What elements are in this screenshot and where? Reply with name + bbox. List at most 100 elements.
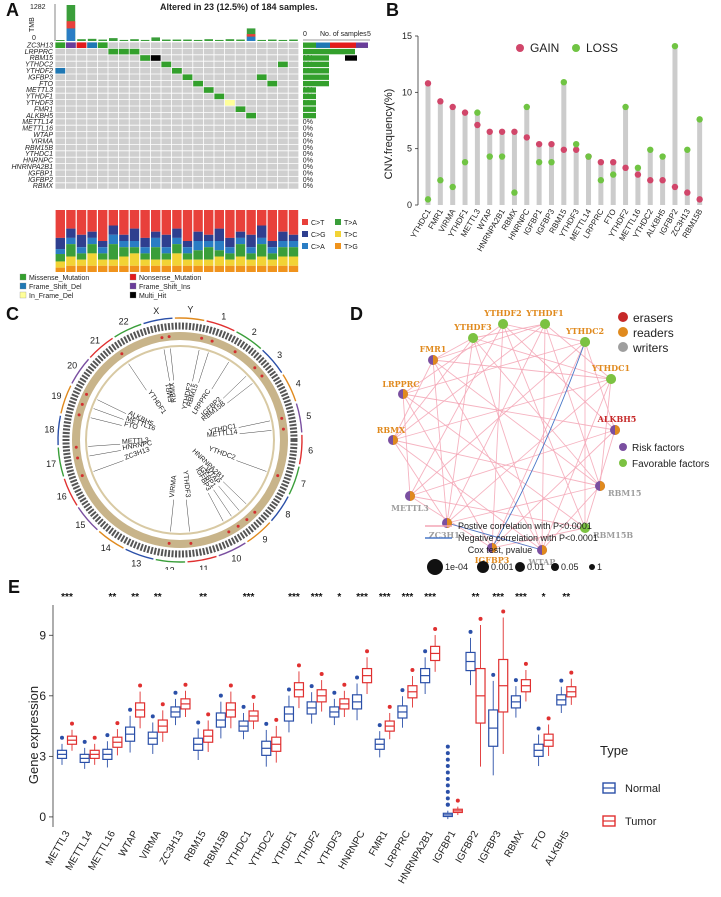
snv-legend-label: C>A bbox=[311, 244, 325, 251]
positive-correlation-edge bbox=[392, 439, 448, 524]
positive-correlation-edge bbox=[599, 378, 612, 487]
snv-segment bbox=[98, 241, 108, 248]
gene-position-dot bbox=[245, 518, 249, 522]
snv-segment bbox=[193, 250, 203, 260]
tmb-bar bbox=[172, 39, 182, 41]
box-outlier bbox=[536, 726, 541, 731]
positive-correlation-edge bbox=[584, 429, 616, 529]
cnv-lollipops bbox=[424, 42, 703, 205]
snv-segment bbox=[225, 210, 235, 238]
gene-label: RBMX bbox=[169, 382, 178, 403]
cnv-gain-point bbox=[486, 128, 493, 135]
cnv-gain-point bbox=[634, 171, 642, 178]
snv-segment bbox=[225, 253, 235, 260]
positive-correlation-edge bbox=[472, 337, 612, 380]
tmb-bar bbox=[225, 39, 235, 41]
snv-segment bbox=[182, 241, 193, 248]
box-outlier bbox=[355, 675, 360, 680]
panel-a-letter: A bbox=[6, 0, 19, 20]
network-node-label: YTHDC1 bbox=[591, 363, 630, 373]
positive-correlation-edge bbox=[491, 323, 504, 549]
cox-legend-label: 0.01 bbox=[527, 562, 545, 572]
network-node-label: YTHDC2 bbox=[565, 326, 604, 336]
gene-position-dot bbox=[233, 350, 237, 354]
cnv-loss-point bbox=[486, 153, 493, 160]
positive-correlation-edge bbox=[409, 341, 586, 497]
snv-segment bbox=[267, 247, 277, 254]
snv-segment bbox=[214, 256, 224, 266]
mutation-legend-key bbox=[19, 291, 27, 299]
snv-legend-key bbox=[335, 219, 341, 225]
network-node-half bbox=[585, 523, 590, 533]
expression-y-tick-label: 3 bbox=[39, 749, 46, 763]
sample-count-bar bbox=[303, 112, 316, 119]
snv-segment bbox=[267, 265, 277, 272]
type-legend: Type Normal Tumor bbox=[600, 743, 660, 828]
gene-position-dot bbox=[189, 541, 193, 545]
positive-correlation-edge bbox=[432, 323, 546, 361]
gene-label: IGFBP2 bbox=[28, 177, 53, 184]
sample-count-segment bbox=[356, 42, 368, 48]
network-node-label: RBMX bbox=[377, 425, 406, 435]
snv-segment bbox=[129, 210, 140, 229]
cnv-loss-point bbox=[597, 177, 605, 184]
gene-label-line bbox=[222, 481, 247, 505]
snv-segment bbox=[161, 234, 171, 248]
box-outlier bbox=[445, 789, 450, 794]
factor-legend-label: Favorable factors bbox=[632, 459, 709, 470]
snv-segment bbox=[225, 259, 235, 266]
cnv-gain-point bbox=[535, 140, 543, 148]
chromosome-label: 21 bbox=[90, 335, 100, 345]
box-outlier bbox=[264, 721, 269, 726]
mutation-legend-label: In_Frame_Del bbox=[29, 293, 74, 300]
box-outlier bbox=[196, 720, 201, 725]
gene-label: FMR1 bbox=[34, 106, 53, 113]
significance-label: *** bbox=[515, 592, 527, 603]
significance-label: *** bbox=[402, 592, 414, 603]
snv-segment bbox=[98, 210, 108, 241]
snv-segment bbox=[278, 265, 288, 272]
snv-legend-key bbox=[302, 243, 308, 249]
mutation-legend-key bbox=[129, 282, 137, 290]
box-outlier bbox=[332, 690, 337, 695]
cnv-gain-point bbox=[523, 134, 530, 141]
box-outlier bbox=[468, 629, 473, 634]
positive-correlation-edge bbox=[544, 323, 612, 380]
gene-label: IGFBP3 bbox=[28, 74, 53, 81]
snv-segment bbox=[119, 265, 129, 272]
tmb-bar bbox=[289, 39, 298, 41]
gene-position-dot bbox=[281, 427, 285, 431]
significance-label: ** bbox=[472, 592, 480, 603]
loss-legend-dot bbox=[572, 44, 580, 52]
cox-legend-title: Cox test, pvalue bbox=[468, 545, 533, 555]
chromosome-arc bbox=[270, 496, 289, 522]
chromosome-arc bbox=[218, 542, 246, 557]
panel-d-letter: D bbox=[350, 304, 363, 324]
box-outlier bbox=[286, 687, 291, 692]
chromosome-label: 14 bbox=[101, 543, 111, 553]
mutation-cell bbox=[97, 42, 108, 48]
gene-position-dot bbox=[200, 336, 204, 340]
box-outlier bbox=[70, 721, 74, 726]
significance-label: *** bbox=[356, 592, 368, 603]
gene-label: METTL3 bbox=[122, 437, 149, 446]
significance-label: ** bbox=[131, 592, 139, 603]
cnv-gain-point bbox=[474, 121, 481, 129]
network-edges bbox=[392, 323, 616, 551]
snv-segment bbox=[151, 247, 161, 260]
tmb-bar bbox=[77, 39, 86, 41]
chromosome-label: 18 bbox=[44, 425, 54, 435]
significance-label: *** bbox=[311, 592, 323, 603]
positive-correlation-edge bbox=[432, 359, 601, 487]
cnv-loss-point bbox=[449, 183, 456, 191]
snv-segment bbox=[119, 241, 129, 248]
tmb-bar bbox=[268, 39, 277, 41]
tmb-bar-segment bbox=[246, 34, 256, 37]
gene-position-dot bbox=[260, 374, 264, 378]
gene-label: FMR1 bbox=[165, 382, 175, 402]
tmb-bar bbox=[236, 39, 245, 41]
gene-label: FTO bbox=[123, 421, 139, 431]
gene-label: VIRMA bbox=[31, 138, 54, 145]
box-outlier bbox=[445, 796, 450, 801]
